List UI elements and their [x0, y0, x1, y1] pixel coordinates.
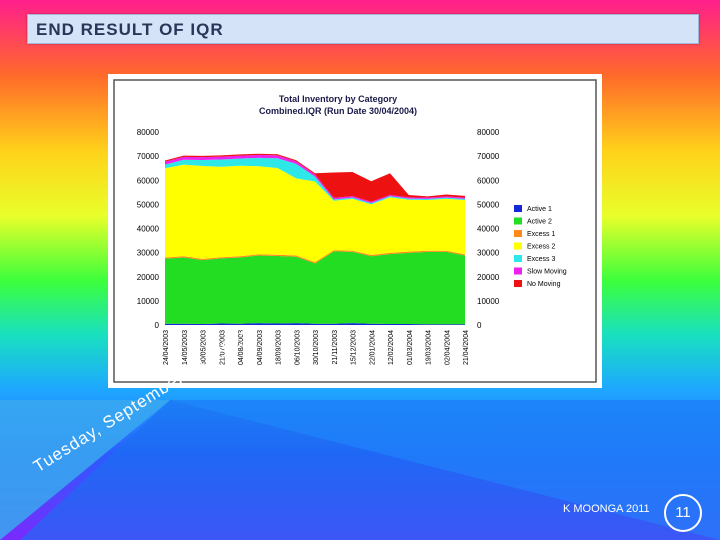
- y-tick-label-left-3: 30000: [137, 249, 160, 258]
- y-tick-label-right-6: 60000: [477, 176, 500, 185]
- x-tick-label-2: 30/05/2003: [201, 330, 208, 365]
- legend-label-3: Excess 2: [527, 244, 556, 251]
- area-series-slow-moving: [165, 154, 465, 204]
- legend-swatch-2: [514, 230, 522, 237]
- x-tick-label-11: 22/01/2004: [369, 330, 376, 365]
- x-tick-label-14: 19/03/2004: [426, 330, 433, 365]
- legend-label-6: No Moving: [527, 281, 561, 288]
- plot-area: 0 0 10000 10000 20000 20000 30000 30000 40000 400…: [137, 128, 500, 365]
- y-tick-label-right-7: 70000: [477, 152, 500, 161]
- x-tick-label-16: 21/04/2004: [463, 330, 470, 365]
- legend-swatch-6: [514, 280, 522, 287]
- x-tick-label-6: 18/09/2003: [276, 330, 283, 365]
- x-tick-label-13: 01/03/2004: [407, 330, 414, 365]
- y-tick-label-right-2: 20000: [477, 273, 500, 282]
- y-tick-label-left-5: 50000: [137, 200, 160, 209]
- y-tick-label-right-3: 30000: [477, 249, 500, 258]
- x-tick-label-9: 21/11/2003: [332, 330, 339, 365]
- legend-swatch-5: [514, 267, 522, 275]
- x-tick-label-4: 04/08/2003: [238, 330, 245, 365]
- legend-label-1: Active 2: [527, 219, 552, 226]
- y-tick-label-right-5: 50000: [477, 200, 500, 209]
- area-series-active-2: [165, 251, 465, 325]
- legend-label-5: Slow Moving: [527, 269, 567, 276]
- legend-swatch-0: [514, 205, 522, 212]
- x-tick-label-7: 06/10/2003: [294, 330, 301, 365]
- area-series-active-1: [165, 323, 465, 325]
- area-series-excess-1: [165, 250, 465, 264]
- x-tick-label-1: 14/05/2003: [182, 330, 189, 365]
- x-tick-label-0: 24/04/2003: [163, 330, 170, 365]
- chart-subtitle: Combined.IQR (Run Date 30/04/2004): [259, 106, 417, 116]
- area-series-excess-3: [165, 157, 465, 205]
- y-tick-label-left-6: 60000: [137, 176, 160, 185]
- legend-swatch-1: [514, 217, 522, 225]
- y-tick-label-left-7: 70000: [137, 152, 160, 161]
- x-tick-label-5: 04/09/2003: [257, 330, 264, 365]
- legend-label-4: Excess 3: [527, 256, 556, 263]
- page-number: 11: [664, 494, 702, 532]
- chart-legend: Active 1 Active 2 Excess 1 Excess 2 Excess 3…: [514, 205, 567, 288]
- slide-footer: K MOONGA 2011: [563, 503, 650, 515]
- title-bar: END RESULT OF IQR: [27, 14, 699, 44]
- x-tick-label-12: 12/02/2004: [388, 330, 395, 365]
- y-tick-label-right-0: 0: [477, 321, 482, 330]
- chart-frame: Total Inventory by Category Combined.IQR…: [108, 74, 602, 388]
- legend-swatch-3: [514, 242, 522, 250]
- y-tick-label-right-4: 40000: [477, 225, 500, 234]
- legend-label-2: Excess 1: [527, 231, 556, 238]
- x-tick-label-15: 02/04/2004: [444, 330, 451, 365]
- inventory-chart: Total Inventory by Category Combined.IQR…: [113, 79, 597, 383]
- y-tick-label-left-2: 20000: [137, 273, 160, 282]
- x-tick-label-10: 15/12/2003: [351, 330, 358, 365]
- x-tick-label-8: 30/10/2003: [313, 330, 320, 365]
- legend-label-0: Active 1: [527, 206, 552, 213]
- area-series-excess-2: [165, 164, 465, 263]
- y-tick-label-left-0: 0: [155, 321, 160, 330]
- area-series-no-moving: [165, 153, 465, 202]
- legend-swatch-4: [514, 255, 522, 262]
- y-tick-label-left-4: 40000: [137, 225, 160, 234]
- chart-title: Total Inventory by Category: [279, 94, 397, 104]
- x-tick-label-3: 21/07/2003: [219, 330, 226, 365]
- y-tick-label-left-1: 10000: [137, 297, 160, 306]
- slide-title: END RESULT OF IQR: [36, 20, 224, 39]
- y-tick-label-right-8: 80000: [477, 128, 500, 137]
- y-tick-label-right-1: 10000: [477, 297, 500, 306]
- y-tick-label-left-8: 80000: [137, 128, 160, 137]
